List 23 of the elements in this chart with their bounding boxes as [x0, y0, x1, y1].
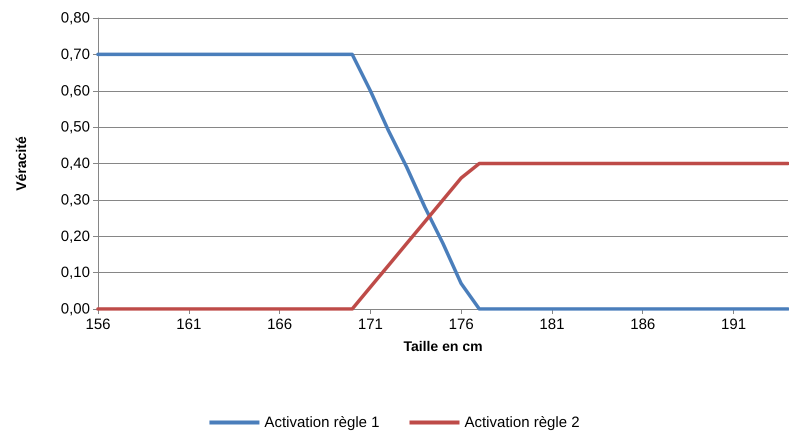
- line-series: [96, 162, 789, 311]
- y-tick-label: 0,10: [60, 264, 90, 282]
- x-tick-label: 181: [539, 316, 564, 333]
- y-tick-label: 0,30: [60, 191, 90, 208]
- x-tick-label: 166: [267, 316, 292, 333]
- x-tick-label: 171: [358, 316, 383, 333]
- x-axis-title: Taille en cm: [403, 338, 483, 354]
- line-series: [96, 52, 789, 311]
- x-tick-label: 156: [85, 316, 111, 333]
- y-tick-label: 0,00: [60, 300, 90, 318]
- legend-label: Activation règle 2: [464, 414, 580, 431]
- y-tick-label: 0,70: [60, 46, 90, 63]
- y-tick-label: 0,80: [60, 10, 90, 26]
- x-tick-label: 176: [448, 316, 474, 333]
- y-tick-label: 0,20: [60, 228, 90, 245]
- y-tick-label: 0,40: [60, 155, 90, 172]
- x-tick-label: 161: [176, 316, 202, 333]
- y-axis-title: Véracité: [13, 136, 29, 191]
- legend-label: Activation règle 1: [264, 414, 380, 431]
- x-tick-label: 191: [721, 316, 746, 333]
- y-tick-label: 0,60: [60, 82, 90, 100]
- x-tick-label: 186: [630, 316, 656, 333]
- y-tick-label: 0,50: [60, 118, 90, 136]
